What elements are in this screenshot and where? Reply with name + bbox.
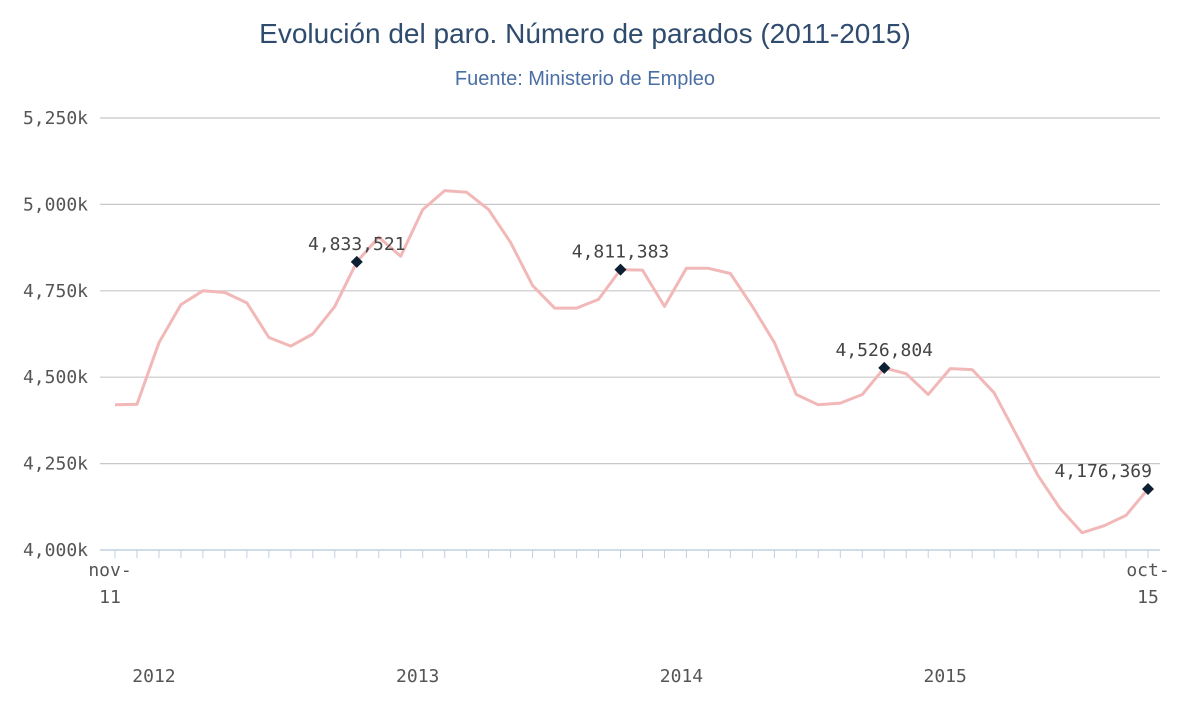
data-label: 4,833,521 [308, 234, 406, 255]
x-axis [100, 549, 1160, 558]
data-point-marker [878, 361, 891, 374]
data-point-marker [350, 255, 363, 268]
year-label: 2015 [924, 666, 967, 687]
data-label: 4,811,383 [572, 242, 670, 263]
data-label: 4,526,804 [835, 340, 933, 361]
y-tick-label: 4,750k [23, 281, 88, 302]
y-tick-label: 4,000k [23, 540, 88, 561]
chart-title: Evolución del paro. Número de parados (2… [259, 18, 911, 49]
x-tick-label: 15 [1137, 587, 1159, 608]
year-label: 2014 [660, 666, 703, 687]
x-tick-label: oct- [1126, 560, 1169, 581]
label-layer: 4,000k 4,250k 4,500k 4,750k 5,000k 5,250k 4,83… [23, 108, 1170, 687]
grid-layer [100, 117, 1160, 465]
chart-subtitle: Fuente: Ministerio de Empleo [454, 68, 716, 90]
year-label: 2012 [132, 666, 175, 687]
y-tick-label: 4,500k [23, 367, 88, 388]
y-tick-label: 4,250k [23, 454, 88, 475]
year-label: 2013 [396, 666, 439, 687]
y-tick-label: 5,000k [23, 194, 88, 215]
marker-layer [350, 255, 1154, 496]
data-point-marker [1142, 483, 1154, 496]
data-label: 4,176,369 [1054, 461, 1152, 482]
x-tick-label: nov- [88, 560, 131, 581]
series-line [114, 189, 1150, 535]
data-point-marker [614, 263, 627, 276]
y-tick-label: 5,250k [23, 108, 88, 129]
series-layer [114, 189, 1150, 535]
x-tick-label: 11 [99, 587, 121, 608]
